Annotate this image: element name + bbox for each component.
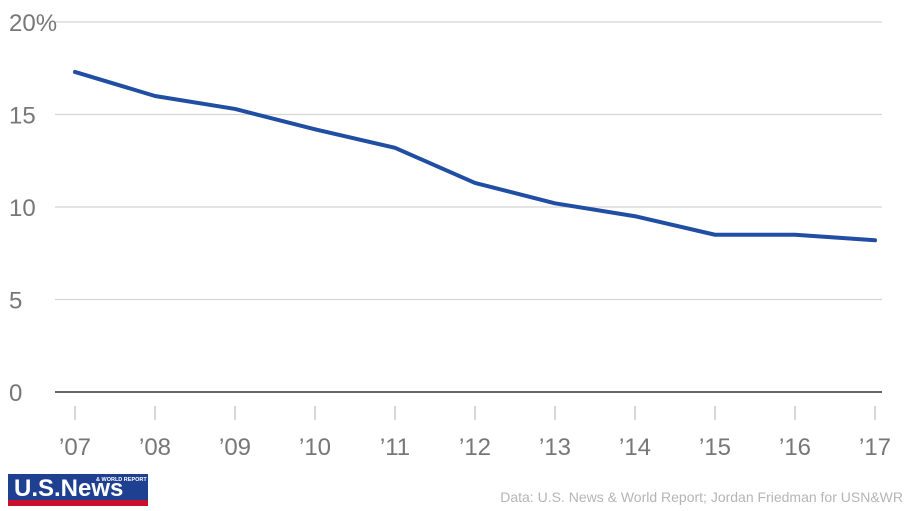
- grid-lines: [55, 21, 882, 393]
- x-tick-label-3: ’10: [299, 434, 331, 461]
- x-tick-label-2: ’09: [219, 434, 251, 461]
- x-tick-label-5: ’12: [459, 434, 491, 461]
- x-axis: ’07 ’08 ’09 ’10 ’11 ’12 ’13 ’14 ’15 ’16 ’17: [59, 406, 891, 461]
- line-chart: 0 5 10 15 20% ’07 ’08 ’09 ’10 ’11 ’12 ’13 ’14 ’15 ’16…: [9, 10, 891, 461]
- x-tick-label-8: ’15: [699, 434, 731, 461]
- x-tick-label-6: ’13: [539, 434, 571, 461]
- y-tick-label-20: 20%: [9, 10, 57, 37]
- x-tick-label-10: ’17: [859, 434, 891, 461]
- x-tick-label-4: ’11: [380, 434, 410, 461]
- logo-text: U.S.News: [14, 475, 123, 502]
- x-tick-label-0: ’07: [59, 434, 91, 461]
- series-line-0: [73, 69, 877, 243]
- source-note: Data: U.S. News & World Report; Jordan F…: [500, 489, 903, 505]
- logo-subtext: & WORLD REPORT: [96, 477, 147, 483]
- x-tick-label-9: ’16: [779, 434, 811, 461]
- y-tick-label-0: 0: [9, 380, 22, 407]
- series-group: [73, 69, 877, 243]
- y-tick-label-5: 5: [9, 288, 22, 315]
- y-tick-label-15: 15: [9, 103, 36, 130]
- usnews-logo: U.S.News & WORLD REPORT: [8, 474, 148, 506]
- logo-background: [8, 474, 148, 500]
- x-tick-label-1: ’08: [139, 434, 171, 461]
- y-axis-tick-labels: 0 5 10 15 20%: [9, 10, 57, 407]
- y-tick-label-10: 10: [9, 195, 36, 222]
- x-tick-label-7: ’14: [619, 434, 651, 461]
- logo-red-stripe: [8, 500, 148, 506]
